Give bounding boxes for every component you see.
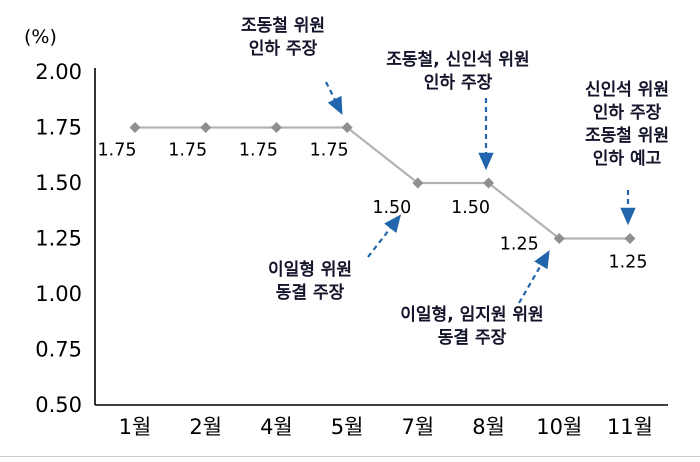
data-value-label: 1.50 <box>372 198 411 218</box>
data-point-marker <box>270 122 282 133</box>
y-tick-label: 1.25 <box>35 227 82 251</box>
annotation-text: 이일형 위원 <box>268 259 352 280</box>
data-value-label: 1.25 <box>500 235 539 255</box>
data-point-marker <box>624 233 636 244</box>
x-tick-label: 8월 <box>472 415 505 439</box>
annotation-text: 인하 주장 <box>424 73 493 93</box>
y-tick-label: 1.75 <box>35 116 82 140</box>
y-tick-label: 0.50 <box>35 393 82 417</box>
annotation-text: 조동철, 신인석 위원 <box>386 50 529 70</box>
y-tick-label: 1.50 <box>35 171 82 195</box>
data-value-label: 1.75 <box>168 141 207 161</box>
data-point-marker <box>129 122 141 133</box>
annotation-arrow <box>367 214 402 258</box>
data-point-marker <box>200 122 212 133</box>
data-point-marker <box>553 233 565 244</box>
annotation-text: 동결 주장 <box>438 328 507 348</box>
annotation-text: 인하 주장 <box>249 39 318 59</box>
annotation-text: 조동철 위원 <box>585 126 669 146</box>
annotation-arrow <box>518 250 550 304</box>
y-tick-label: 1.00 <box>35 282 82 306</box>
data-value-label: 1.75 <box>239 141 278 161</box>
annotation-text: 인하 주장 <box>593 103 662 123</box>
data-value-label: 1.75 <box>310 141 349 161</box>
x-tick-label: 7월 <box>401 415 434 439</box>
annotation-text: 이일형, 임지원 위원 <box>400 304 543 325</box>
data-point-marker <box>341 122 353 133</box>
x-tick-label: 2월 <box>189 415 222 439</box>
x-tick-label: 4월 <box>260 415 293 439</box>
annotation-text: 인하 예고 <box>593 149 662 169</box>
x-tick-label: 5월 <box>331 415 364 439</box>
x-tick-label: 1월 <box>119 415 152 439</box>
data-point-marker <box>483 177 495 189</box>
series-line <box>135 126 630 240</box>
y-axis-unit-label: (%) <box>24 26 57 48</box>
data-value-label: 1.25 <box>608 253 647 273</box>
y-tick-label: 0.75 <box>35 338 82 362</box>
x-tick-label: 10월 <box>536 415 582 439</box>
annotation-text: 동결 주장 <box>276 283 345 303</box>
annotation-text: 신인석 위원 <box>585 80 669 100</box>
annotation-arrow <box>325 81 343 115</box>
x-tick-label: 11월 <box>607 415 653 439</box>
data-value-label: 1.50 <box>451 198 490 218</box>
y-tick-label: 2.00 <box>35 60 82 84</box>
data-value-label: 1.75 <box>98 141 137 161</box>
data-point-marker <box>412 177 424 189</box>
annotation-text: 조동철 위원 <box>241 16 325 36</box>
